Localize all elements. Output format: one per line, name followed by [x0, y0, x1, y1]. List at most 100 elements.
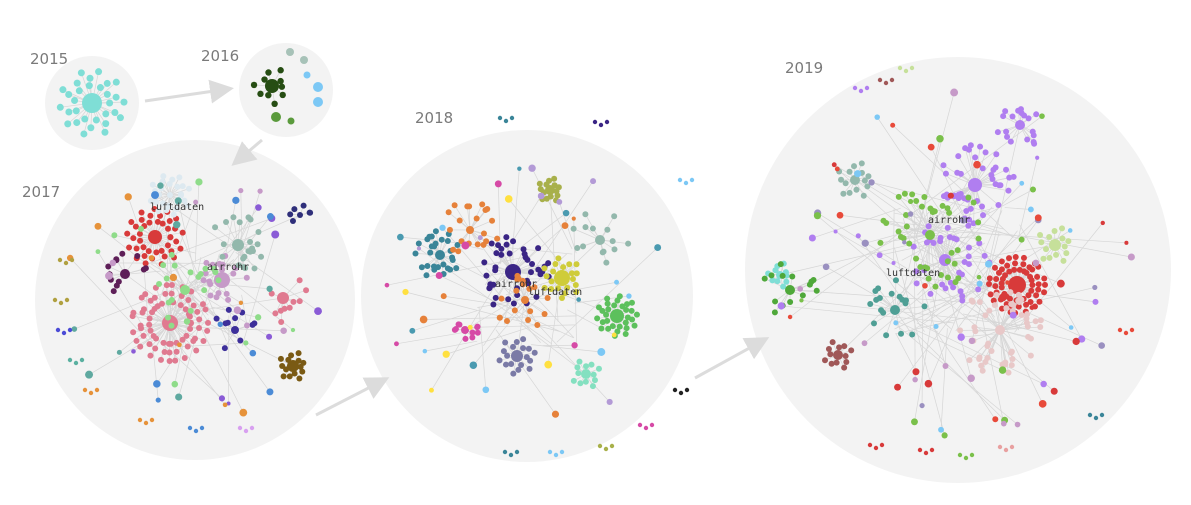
- edge-2019: [834, 164, 1022, 279]
- node-2019: [836, 211, 844, 219]
- leaf-node-2017: [163, 275, 170, 282]
- edge-2019: [904, 211, 930, 243]
- leaf-node-2018: [535, 245, 542, 252]
- leaf-node-2016: [257, 90, 264, 98]
- leaf-node-2019: [867, 300, 874, 307]
- leaf-node-2017: [168, 290, 175, 297]
- node-2017: [226, 401, 231, 406]
- leaf-node-2019: [913, 268, 920, 275]
- leaf-node-2019: [918, 203, 925, 210]
- leaf-node-2018: [609, 323, 616, 330]
- leaf-node-2017: [281, 305, 288, 312]
- leaf-node-2018: [451, 202, 458, 209]
- node-2019: [919, 402, 925, 409]
- leaf-node-2017: [147, 197, 154, 204]
- leaf-node-2018: [453, 265, 460, 272]
- leaf-node-2017: [138, 216, 145, 223]
- leaf-node-2017: [146, 315, 153, 322]
- leaf-node-2019: [994, 129, 1001, 136]
- node-2018: [517, 166, 522, 171]
- isolated-node: [957, 452, 963, 458]
- leaf-node-2019: [921, 194, 928, 201]
- isolated-node: [684, 387, 690, 393]
- leaf-node-2019: [909, 331, 916, 338]
- node-2019: [854, 170, 862, 178]
- leaf-node-2017: [176, 174, 183, 181]
- hub-node-2019: [833, 350, 843, 360]
- leaf-node-2019: [944, 205, 951, 212]
- leaf-node-2016: [261, 76, 268, 83]
- leaf-node-2018: [605, 306, 612, 313]
- leaf-node-2019: [1046, 254, 1053, 261]
- leaf-node-2015: [101, 128, 109, 136]
- leaf-node-2017: [225, 306, 232, 313]
- leaf-node-2019: [864, 183, 871, 190]
- arrow-2017-2018: [315, 377, 390, 417]
- leaf-node-2015: [81, 115, 89, 123]
- hub-node-2016: [265, 79, 279, 93]
- leaf-node-2019: [957, 170, 964, 177]
- node-label-luftdaten-2018: luftdaten: [528, 287, 582, 298]
- leaf-node-2018: [603, 259, 610, 266]
- leaf-node-2017: [159, 200, 166, 207]
- leaf-node-2019: [1035, 286, 1042, 293]
- hub-node-2019: [995, 325, 1005, 335]
- leaf-node-2019: [913, 198, 920, 205]
- edge-2019: [955, 219, 1039, 332]
- isolated-node: [508, 452, 514, 458]
- isolated-node: [199, 425, 205, 431]
- isolated-node: [55, 327, 61, 333]
- leaf-node-2019: [1025, 333, 1032, 340]
- leaf-node-2017: [295, 357, 302, 364]
- edge-2019: [932, 327, 996, 420]
- node-2019: [924, 379, 933, 388]
- leaf-node-2019: [979, 165, 986, 172]
- leaf-node-2019: [779, 272, 786, 279]
- leaf-node-2018: [449, 254, 456, 261]
- leaf-node-2019: [1009, 355, 1016, 362]
- node-2018: [537, 192, 545, 200]
- node-2018: [477, 235, 483, 241]
- isolated-node: [509, 115, 515, 121]
- leaf-node-2019: [842, 180, 849, 187]
- leaf-node-2019: [838, 176, 845, 183]
- leaf-node-2018: [560, 264, 567, 271]
- leaf-node-2017: [168, 296, 175, 303]
- isolated-node: [73, 360, 79, 366]
- node-2017: [131, 349, 136, 354]
- isolated-node: [963, 455, 969, 461]
- leaf-node-2018: [510, 300, 517, 307]
- isolated-node: [689, 177, 695, 183]
- leaf-node-2017: [187, 325, 194, 332]
- leaf-node-2019: [1000, 113, 1007, 120]
- leaf-node-2017: [200, 337, 207, 344]
- leaf-node-2018: [604, 295, 611, 302]
- node-2017: [148, 255, 155, 261]
- edge-2018: [556, 247, 658, 343]
- leaf-node-2017: [133, 245, 140, 252]
- leaf-node-2018: [573, 270, 580, 277]
- isolated-node: [64, 297, 70, 303]
- leaf-node-2019: [966, 357, 973, 364]
- leaf-node-2018: [603, 311, 610, 318]
- node-2017: [249, 349, 257, 357]
- node-2017: [151, 191, 159, 200]
- edge-2018: [470, 324, 575, 328]
- leaf-node-2018: [498, 245, 505, 252]
- leaf-node-2019: [813, 287, 820, 294]
- hub-node-2018: [435, 250, 445, 260]
- leaf-node-2019: [955, 153, 962, 160]
- leaf-node-2017: [306, 209, 313, 216]
- leaf-node-2017: [195, 273, 202, 280]
- leaf-node-2019: [883, 219, 890, 226]
- node-2018: [597, 348, 606, 356]
- leaf-node-2017: [193, 347, 200, 354]
- leaf-node-2018: [628, 307, 635, 314]
- leaf-node-2018: [569, 275, 576, 282]
- edge-2017: [184, 271, 216, 291]
- isolated-node: [672, 387, 678, 393]
- hub-node-2017: [277, 292, 289, 304]
- node-2019: [861, 340, 868, 347]
- isolated-node: [592, 119, 598, 125]
- leaf-node-2019: [976, 355, 983, 362]
